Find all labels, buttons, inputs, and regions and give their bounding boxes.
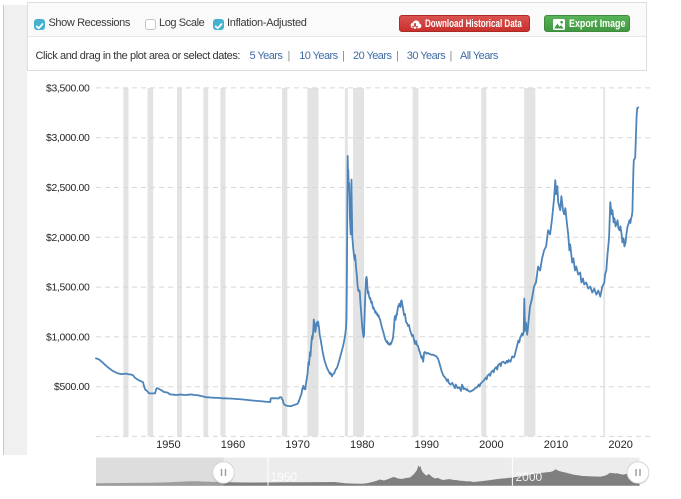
svg-text:$3,000.00: $3,000.00 [46,133,90,144]
svg-text:1990: 1990 [415,439,439,451]
svg-text:2010: 2010 [544,439,568,451]
svg-text:$1,000.00: $1,000.00 [46,332,90,343]
svg-text:$2,500.00: $2,500.00 [46,183,90,194]
svg-text:1960: 1960 [221,439,245,451]
svg-text:2000: 2000 [516,470,543,484]
svg-text:1980: 1980 [350,439,374,451]
svg-text:$3,500.00: $3,500.00 [46,83,90,94]
svg-text:1950: 1950 [156,439,180,451]
svg-text:$500.00: $500.00 [54,382,90,393]
svg-text:$1,500.00: $1,500.00 [46,283,90,294]
svg-text:2020: 2020 [608,439,632,451]
svg-text:2000: 2000 [479,439,503,451]
svg-text:$2,000.00: $2,000.00 [46,233,90,244]
svg-text:1950: 1950 [271,470,298,484]
svg-text:1970: 1970 [285,439,309,451]
